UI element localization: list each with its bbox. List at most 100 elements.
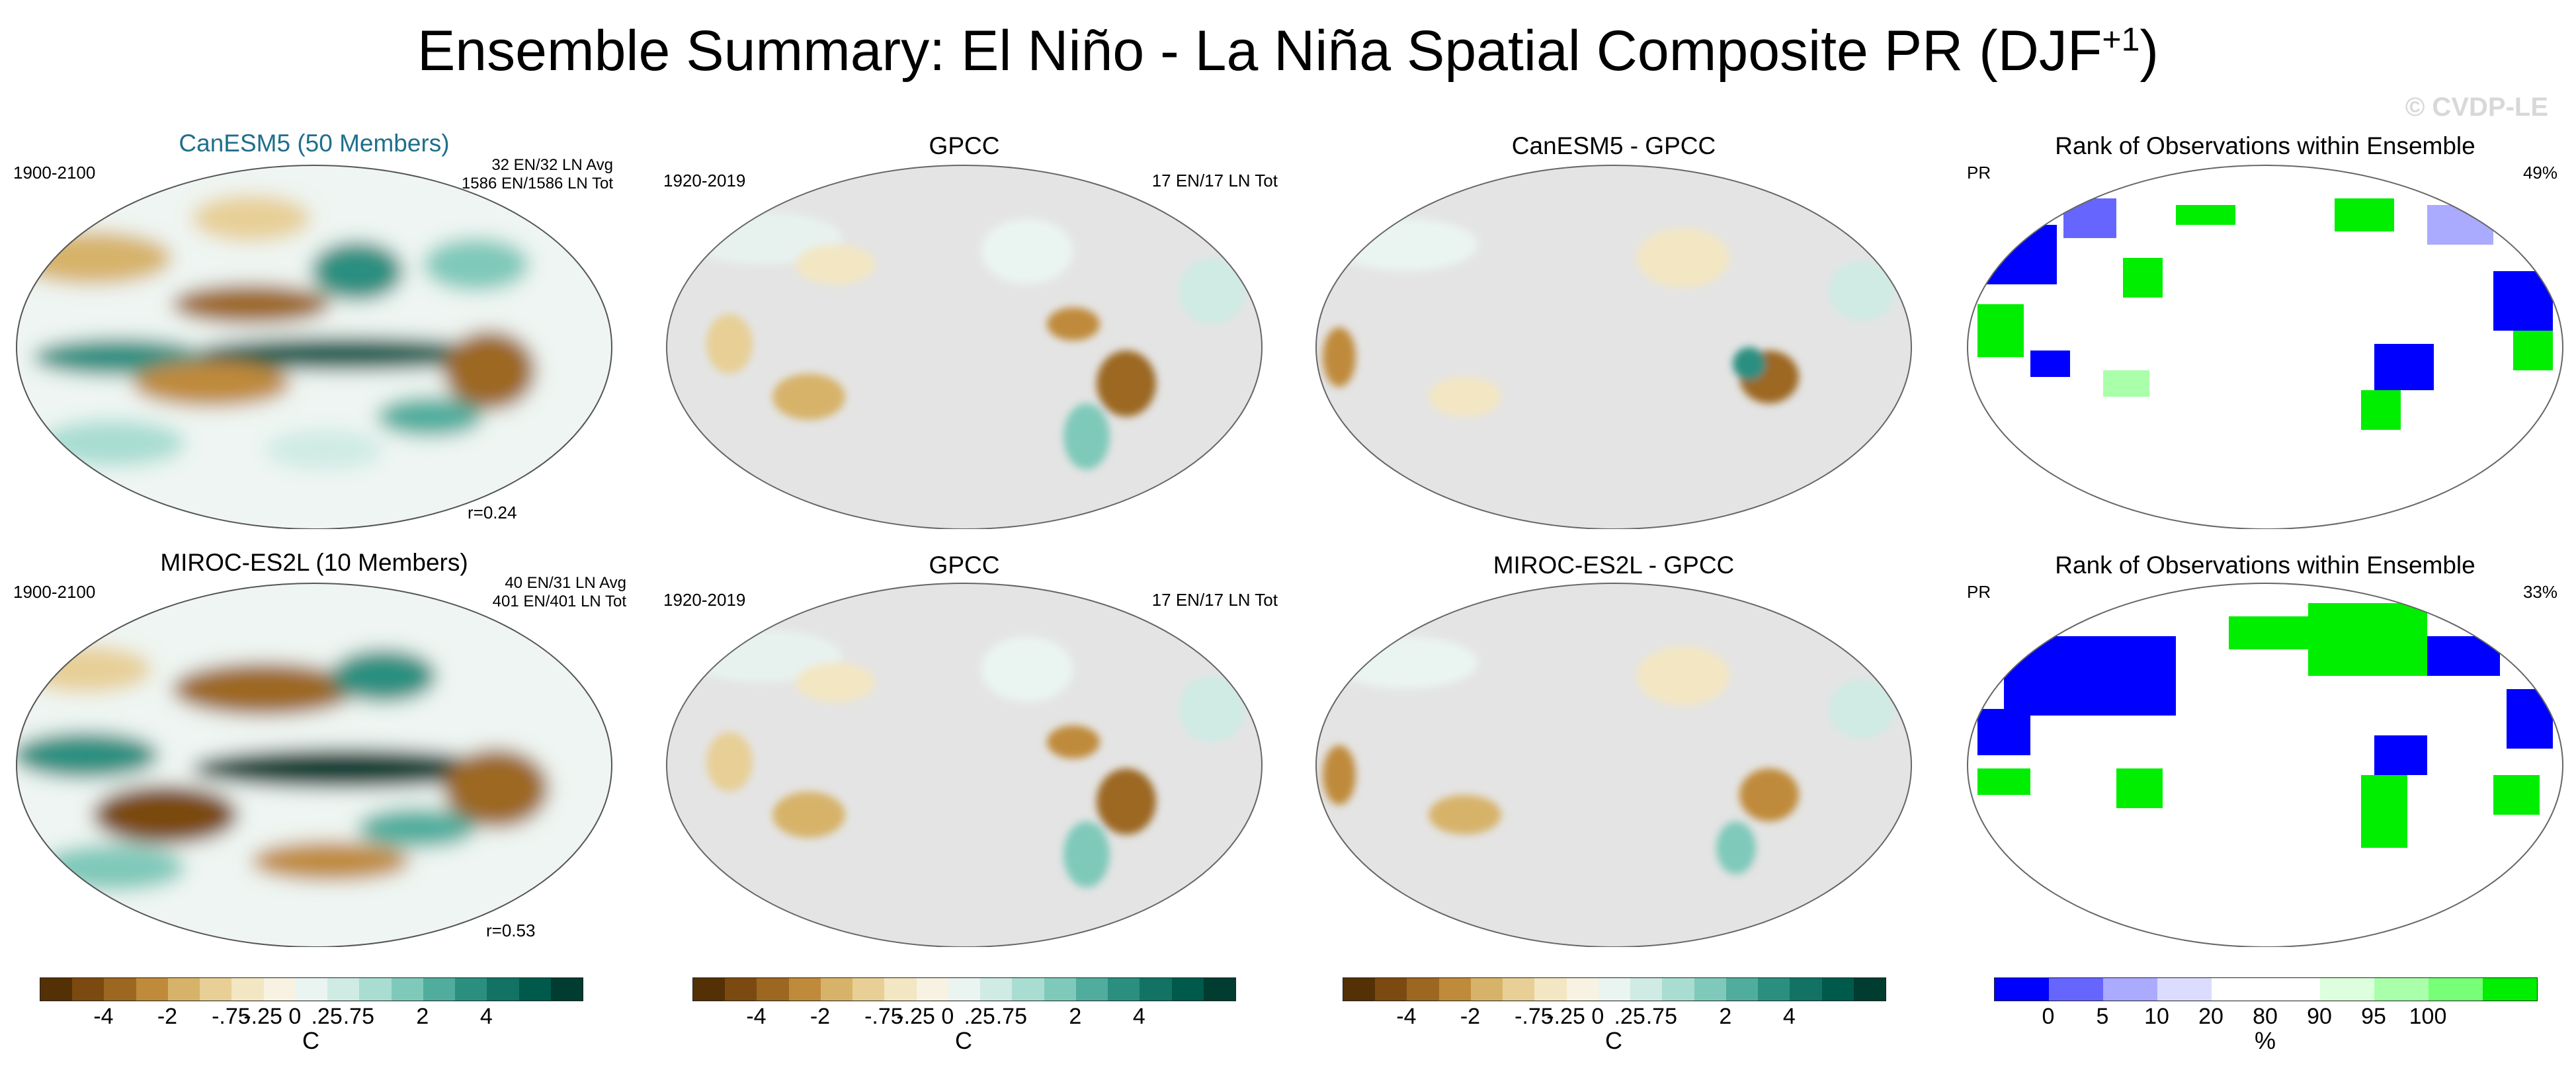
colorbar-swatch [519, 978, 551, 1001]
colorbar-swatch [2320, 978, 2374, 1001]
colorbar-swatch [359, 978, 392, 1001]
colorbar-tick-label: -.75 [212, 1004, 251, 1029]
colorbar-tick-label: 2 [1069, 1004, 1082, 1029]
colorbar-ticks-pr-1: -4 -2 -.75 -.25 0 .25.75 2 4 [40, 1004, 582, 1030]
colorbar-unit-pr-3: C [1605, 1027, 1622, 1054]
colorbar-swatch [1995, 978, 2049, 1001]
colorbar-swatch [2483, 978, 2537, 1001]
colorbar-swatch [487, 978, 519, 1001]
colorbar-swatch [788, 978, 821, 1001]
colorbar-swatch [2212, 978, 2266, 1001]
panel-title-model-2: MIROC-ES2L (10 Members) [160, 549, 468, 576]
colorbar-swatch [327, 978, 360, 1001]
colorbar-swatch [1758, 978, 1790, 1001]
colorbar-swatch [1853, 978, 1886, 1001]
colorbar-swatch [725, 978, 757, 1001]
figure-title-text: Ensemble Summary: El Niño - La Niña Spat… [417, 19, 2102, 83]
colorbar-pr-2 [692, 977, 1236, 1001]
colorbar-tick-label: .75 [1645, 1004, 1677, 1029]
colorbar-tick-label: 0 [1591, 1004, 1604, 1029]
colorbar-swatch [72, 978, 104, 1001]
colorbar-tick-label: -.25 [1546, 1004, 1585, 1029]
panel-title-obs-2: GPCC [929, 552, 1000, 579]
panel-title-diff-1: CanESM5 - GPCC [1511, 132, 1716, 159]
colorbar-swatch [1725, 978, 1759, 1001]
colorbar-swatch [1790, 978, 1822, 1001]
colorbar-tick-label: -2 [157, 1004, 178, 1029]
colorbar-swatch [1044, 978, 1076, 1001]
colorbar-swatch [1662, 978, 1694, 1001]
colorbar-tick-label: -4 [93, 1004, 114, 1029]
colorbar-swatch [295, 978, 328, 1001]
colorbar-swatch [104, 978, 136, 1001]
colorbar-tick-label: 4 [479, 1004, 493, 1029]
colorbar-pr-1 [40, 977, 583, 1001]
colorbar-swatch [1534, 978, 1567, 1001]
figure-title: Ensemble Summary: El Niño - La Niña Spat… [0, 19, 2576, 84]
colorbar-tick-label: 4 [1132, 1004, 1145, 1029]
colorbar-tick-label: .25 [964, 1004, 995, 1029]
colorbar-tick-label: -2 [1460, 1004, 1481, 1029]
panel-period-model-2: 1900-2100 [13, 582, 96, 602]
colorbar-swatch [693, 978, 726, 1001]
map-rank-1 [1967, 165, 2563, 529]
colorbar-tick-label: 5 [2096, 1004, 2109, 1029]
panel-title-rank-2: Rank of Observations within Ensemble [2055, 552, 2475, 579]
colorbar-pr-3 [1343, 977, 1886, 1001]
colorbar-unit-pr-1: C [302, 1027, 319, 1054]
panel-period-obs-1: 1920-2019 [663, 171, 746, 190]
colorbar-rank [1994, 977, 2538, 1001]
colorbar-tick-label: 0 [2042, 1004, 2055, 1029]
colorbar-tick-label: -.25 [243, 1004, 282, 1029]
counts-line-2: 401 EN/401 LN Tot [492, 593, 626, 610]
map-obs-anomaly-2 [666, 583, 1263, 947]
colorbar-swatch [884, 978, 917, 1001]
colorbar-tick-label: -2 [810, 1004, 831, 1029]
panel-corr-model-2: r=0.53 [486, 921, 536, 940]
colorbar-swatch [1343, 978, 1376, 1001]
colorbar-tick-label: -.75 [864, 1004, 903, 1029]
colorbar-swatch [1407, 978, 1439, 1001]
colorbar-swatch [391, 978, 423, 1001]
colorbar-swatch [820, 978, 853, 1001]
colorbar-tick-label: 80 [2253, 1004, 2278, 1029]
figure-title-superscript: +1 [2102, 21, 2140, 58]
colorbar-ticks-pr-2: -4 -2 -.75 -.25 0 .25.75 2 4 [692, 1004, 1235, 1030]
colorbar-swatch [980, 978, 1013, 1001]
colorbar-swatch [455, 978, 487, 1001]
colorbar-tick-label: -.75 [1515, 1004, 1554, 1029]
map-diff-anomaly-1 [1315, 165, 1912, 529]
colorbar-swatch [1630, 978, 1663, 1001]
panel-title-model-1: CanESM5 (50 Members) [179, 130, 450, 157]
panel-counts-model-1: 32 EN/32 LN Avg 1586 EN/1586 LN Tot [462, 156, 613, 193]
colorbar-tick-label: 0 [941, 1004, 954, 1029]
colorbar-tick-label: .25 [311, 1004, 343, 1029]
colorbar-tick-label: 100 [2409, 1004, 2447, 1029]
colorbar-swatch [1203, 978, 1235, 1001]
colorbar-swatch [2157, 978, 2212, 1001]
map-rank-2 [1967, 583, 2563, 947]
colorbar-unit-rank: % [2254, 1027, 2276, 1054]
colorbar-swatch [2374, 978, 2429, 1001]
panel-period-model-1: 1900-2100 [13, 163, 96, 183]
panel-period-obs-2: 1920-2019 [663, 590, 746, 610]
counts-line-2: 1586 EN/1586 LN Tot [461, 175, 613, 192]
colorbar-swatch [423, 978, 456, 1001]
panel-counts-obs-1: 17 EN/17 LN Tot [1151, 171, 1278, 190]
colorbar-swatch [263, 978, 296, 1001]
colorbar-tick-label: 0 [288, 1004, 302, 1029]
panel-pct-rank-2: 33% [2522, 582, 2557, 602]
map-diff-anomaly-2 [1315, 583, 1912, 947]
panel-var-rank-2: PR [1967, 582, 1991, 602]
colorbar-swatch [1171, 978, 1204, 1001]
colorbar-swatch [550, 978, 583, 1001]
colorbar-swatch [1694, 978, 1726, 1001]
colorbar-ticks-pr-3: -4 -2 -.75 -.25 0 .25.75 2 4 [1343, 1004, 1885, 1030]
colorbar-tick-label: 4 [1782, 1004, 1796, 1029]
colorbar-swatch [40, 978, 73, 1001]
panel-corr-model-1: r=0.24 [468, 503, 517, 522]
panel-title-rank-1: Rank of Observations within Ensemble [2055, 132, 2475, 159]
colorbar-tick-label: 2 [416, 1004, 429, 1029]
colorbar-swatch [948, 978, 981, 1001]
colorbar-swatch [1375, 978, 1407, 1001]
